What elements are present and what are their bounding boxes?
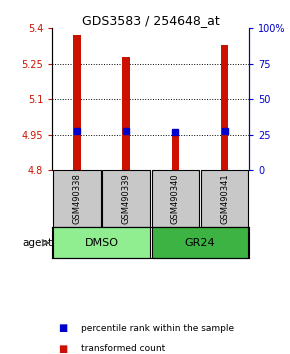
Text: GSM490339: GSM490339 — [122, 173, 131, 224]
Bar — [172, 131, 179, 170]
Text: GSM490341: GSM490341 — [220, 173, 229, 224]
Text: ■: ■ — [58, 344, 67, 354]
Text: DMSO: DMSO — [84, 238, 119, 248]
Bar — [73, 35, 81, 170]
Text: percentile rank within the sample: percentile rank within the sample — [81, 324, 234, 333]
Bar — [221, 45, 229, 170]
Bar — [152, 170, 199, 227]
Bar — [102, 170, 150, 227]
Bar — [53, 227, 150, 258]
Text: agent: agent — [22, 238, 52, 248]
Title: GDS3583 / 254648_at: GDS3583 / 254648_at — [82, 14, 220, 27]
Bar — [53, 170, 101, 227]
Text: ■: ■ — [58, 323, 67, 333]
Text: GSM490340: GSM490340 — [171, 173, 180, 224]
Bar — [152, 227, 249, 258]
Text: GSM490338: GSM490338 — [72, 173, 81, 224]
Text: GR24: GR24 — [185, 238, 215, 248]
Text: transformed count: transformed count — [81, 344, 166, 353]
Bar — [122, 57, 130, 170]
Bar — [201, 170, 249, 227]
